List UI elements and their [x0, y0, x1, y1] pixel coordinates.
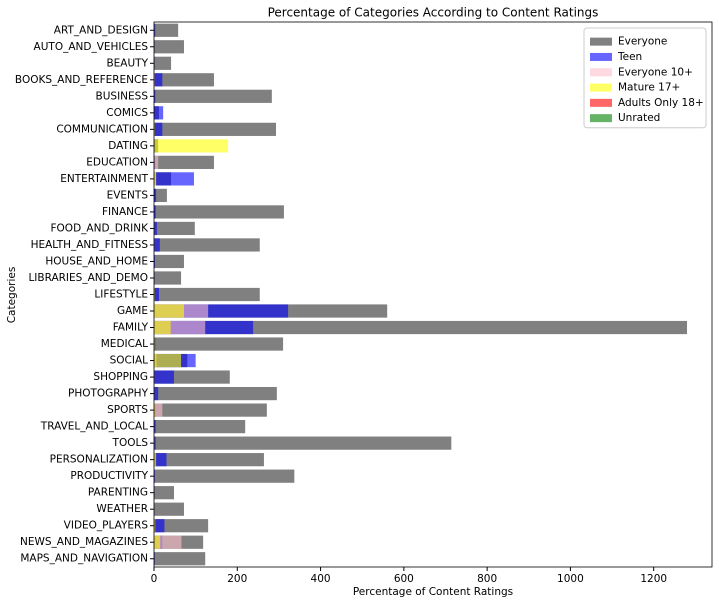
y-axis-label: Categories	[6, 267, 18, 324]
legend-swatch	[590, 53, 612, 61]
bar	[154, 420, 245, 433]
y-tick-label: DATING	[108, 140, 148, 152]
x-tick-label: 400	[311, 573, 331, 585]
y-tick-label: AUTO_AND_VEHICLES	[34, 41, 149, 53]
bar	[154, 172, 194, 185]
bar	[154, 57, 171, 70]
legend-label: Unrated	[618, 112, 660, 124]
y-tick-label: HEALTH_AND_FITNESS	[31, 239, 149, 251]
bar	[154, 123, 162, 136]
y-tick-label: LIFESTYLE	[94, 289, 148, 301]
bar	[154, 304, 184, 317]
legend-label: Mature 17+	[618, 82, 680, 94]
legend-label: Teen	[617, 51, 642, 63]
bar	[154, 238, 260, 251]
y-tick-label: COMICS	[106, 107, 148, 119]
y-tick-label: BUSINESS	[96, 90, 149, 102]
bar	[154, 73, 162, 86]
bar	[154, 337, 283, 350]
chart-title: Percentage of Categories According to Co…	[268, 6, 599, 20]
y-tick-label: PRODUCTIVITY	[70, 470, 148, 482]
x-tick-label: 1200	[640, 573, 667, 585]
legend-swatch	[590, 99, 612, 107]
y-tick-label: FOOD_AND_DRINK	[51, 222, 150, 234]
y-tick-label: SPORTS	[107, 404, 148, 416]
bar	[154, 486, 174, 499]
bar	[154, 503, 184, 516]
y-tick-label: ART_AND_DESIGN	[54, 24, 148, 36]
y-tick-label: TOOLS	[112, 437, 149, 449]
bar	[154, 552, 205, 565]
bar	[154, 271, 181, 284]
bar	[154, 238, 160, 251]
legend-swatch	[590, 38, 612, 46]
bar	[154, 222, 157, 235]
y-tick-label: MEDICAL	[101, 338, 148, 350]
bar	[154, 73, 214, 86]
y-tick-label: TRAVEL_AND_LOCAL	[40, 421, 148, 433]
legend-label: Everyone	[618, 36, 667, 48]
y-tick-label: HOUSE_AND_HOME	[45, 255, 148, 267]
legend-swatch	[590, 84, 612, 92]
bar	[154, 139, 228, 152]
bar	[154, 123, 276, 136]
y-tick-label: LIBRARIES_AND_DEMO	[28, 272, 148, 284]
bar	[154, 470, 294, 483]
bar	[154, 536, 160, 549]
x-tick-label: 200	[227, 573, 247, 585]
legend-label: Everyone 10+	[618, 66, 693, 78]
bar	[154, 156, 158, 169]
x-tick-label: 600	[394, 573, 414, 585]
legend-swatch	[590, 114, 612, 122]
y-tick-label: BOOKS_AND_REFERENCE	[15, 74, 148, 86]
bar	[154, 354, 181, 367]
y-tick-label: PARENTING	[88, 487, 148, 499]
y-tick-label: SOCIAL	[110, 355, 149, 367]
bar	[154, 40, 184, 53]
x-tick-label: 1000	[557, 573, 584, 585]
bar	[154, 24, 178, 37]
x-tick-label: 0	[151, 573, 158, 585]
legend-swatch	[590, 68, 612, 76]
bar	[154, 90, 272, 103]
y-tick-label: EVENTS	[107, 189, 149, 201]
bar	[154, 404, 162, 417]
bar	[154, 387, 277, 400]
bar	[154, 437, 451, 450]
y-tick-label: GAME	[117, 305, 148, 317]
bar	[154, 519, 164, 532]
bar	[154, 321, 171, 334]
y-tick-label: MAPS_AND_NAVIGATION	[20, 553, 148, 565]
bar	[154, 255, 184, 268]
x-axis-label: Percentage of Content Ratings	[353, 586, 513, 598]
bar	[154, 404, 267, 417]
y-tick-label: FINANCE	[102, 206, 148, 218]
y-tick-label: COMMUNICATION	[56, 123, 148, 135]
bar	[154, 370, 174, 383]
y-tick-label: WEATHER	[96, 503, 148, 515]
bar	[154, 453, 264, 466]
bar	[154, 205, 284, 218]
y-tick-label: ENTERTAINMENT	[60, 173, 148, 185]
y-tick-label: NEWS_AND_MAGAZINES	[20, 536, 148, 548]
y-tick-label: BEAUTY	[106, 57, 148, 69]
y-tick-label: FAMILY	[113, 322, 149, 334]
y-tick-label: PERSONALIZATION	[50, 454, 148, 466]
y-tick-label: VIDEO_PLAYERS	[64, 520, 149, 532]
bar	[154, 106, 163, 119]
y-tick-label: PHOTOGRAPHY	[68, 388, 149, 400]
bar	[154, 156, 214, 169]
legend-label: Adults Only 18+	[618, 97, 704, 109]
y-tick-label: EDUCATION	[86, 156, 148, 168]
y-tick-label: SHOPPING	[93, 371, 148, 383]
bar	[154, 222, 195, 235]
bar	[154, 387, 158, 400]
x-tick-label: 800	[477, 573, 497, 585]
bar	[154, 288, 260, 301]
